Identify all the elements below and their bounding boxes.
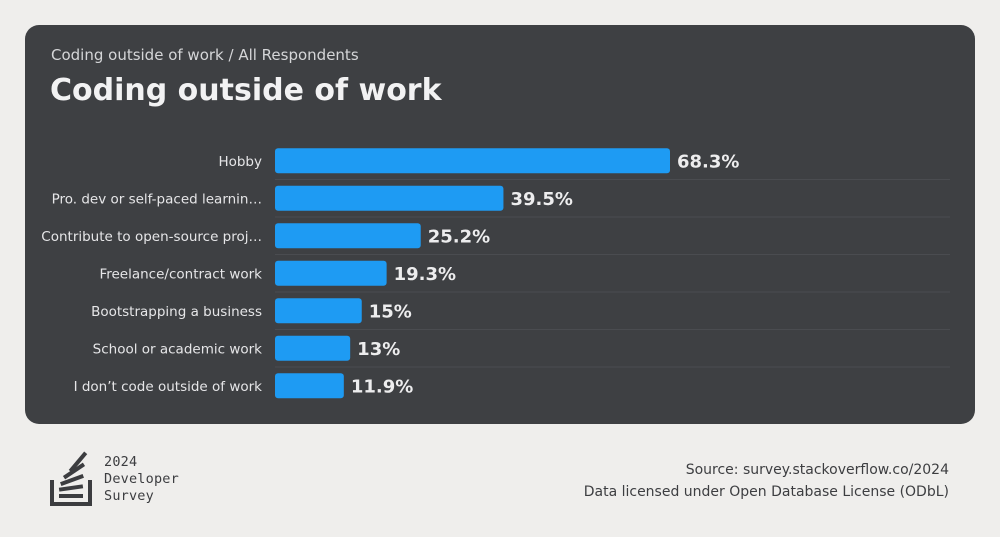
category-label: Pro. dev or self-paced learnin… bbox=[52, 191, 262, 207]
chart-title: Coding outside of work bbox=[50, 73, 442, 108]
bar bbox=[275, 373, 344, 399]
value-label: 19.3% bbox=[394, 264, 456, 285]
bar bbox=[275, 223, 421, 249]
category-label: School or academic work bbox=[93, 341, 263, 357]
bar bbox=[275, 260, 387, 286]
category-label: Bootstrapping a business bbox=[91, 304, 262, 320]
value-label: 11.9% bbox=[351, 376, 413, 397]
stack-overflow-logo-icon bbox=[50, 451, 92, 506]
survey-logo: 2024 Developer Survey bbox=[50, 450, 190, 510]
bar bbox=[275, 335, 351, 361]
value-label: 15% bbox=[369, 301, 412, 322]
source-text: Source: survey.stackoverflow.co/2024 bbox=[685, 462, 949, 478]
license-text: Data licensed under Open Database Licens… bbox=[583, 484, 949, 500]
bar-chart: Hobby 68.3% Pro. dev or self-paced learnin… bbox=[41, 148, 950, 399]
value-label: 13% bbox=[357, 339, 400, 360]
chart-subtitle: Coding outside of work / All Respondents bbox=[51, 46, 359, 64]
logo-line2: Survey bbox=[104, 488, 154, 504]
bar bbox=[275, 148, 670, 174]
chart-card: Coding outside of work / All Respondents… bbox=[25, 25, 975, 424]
source-note: Source: survey.stackoverflow.co/2024 Dat… bbox=[584, 459, 949, 503]
bar bbox=[275, 298, 362, 324]
logo-year: 2024 bbox=[104, 454, 138, 470]
value-label: 39.5% bbox=[510, 189, 572, 210]
value-label: 68.3% bbox=[677, 151, 739, 172]
category-label: I don’t code outside of work bbox=[74, 379, 263, 395]
value-label: 25.2% bbox=[428, 226, 490, 247]
category-label: Contribute to open-source proj… bbox=[41, 229, 262, 245]
category-label: Hobby bbox=[218, 154, 262, 170]
logo-line1: Developer bbox=[104, 471, 179, 487]
category-label: Freelance/contract work bbox=[99, 266, 262, 282]
bar bbox=[275, 185, 504, 211]
